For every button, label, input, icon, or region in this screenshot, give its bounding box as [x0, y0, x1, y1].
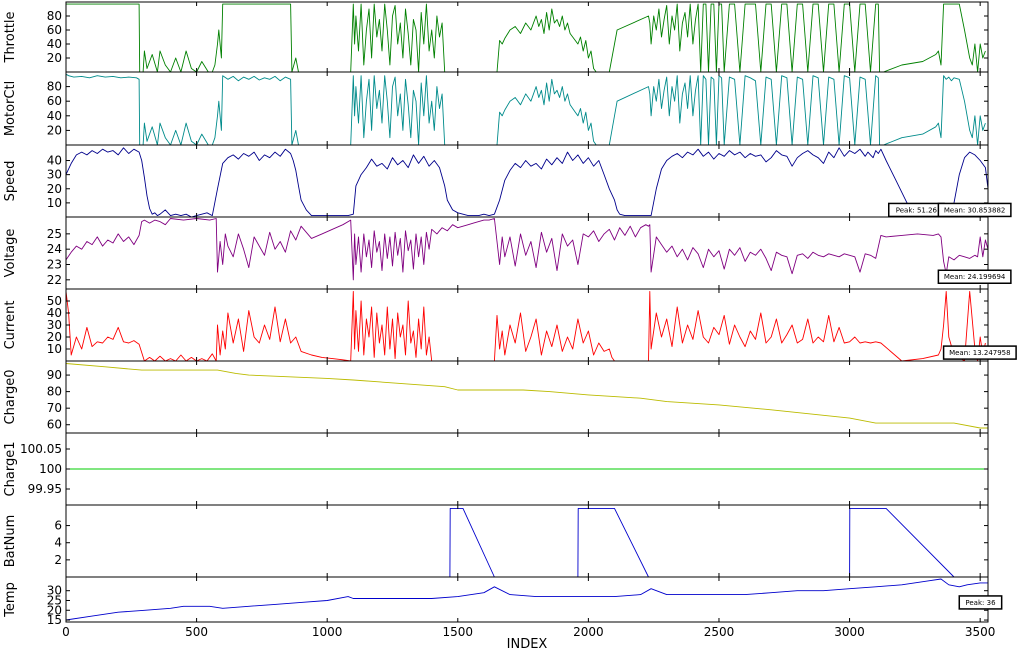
y-axis-label-throttle: Throttle	[3, 12, 18, 64]
y-tick-label-current: 30	[47, 318, 62, 332]
series-line-voltage	[65, 218, 989, 281]
x-tick-label: 3000	[834, 625, 865, 639]
y-axis-label-motorctl: MotorCtl	[3, 81, 18, 136]
annotation-label-speed: Mean: 30.853882	[944, 206, 1006, 214]
y-tick-label-voltage: 25	[47, 227, 62, 241]
series-line-temp	[65, 578, 988, 621]
y-tick-label-motorctl: 20	[47, 123, 62, 137]
y-tick-label-charge0: 60	[47, 418, 62, 432]
y-axis-label-speed: Speed	[3, 161, 18, 202]
panel-frame-temp	[65, 576, 989, 623]
y-tick-label-motorctl: 40	[47, 109, 62, 123]
y-tick-label-motorctl: 80	[47, 80, 62, 94]
y-tick-label-temp: 15	[47, 613, 62, 627]
series-line-throttle	[66, 3, 986, 73]
y-tick-label-current: 20	[47, 330, 62, 344]
x-tick-label: 1000	[312, 625, 343, 639]
y-tick-label-throttle: 40	[47, 37, 62, 51]
y-tick-label-charge0: 80	[47, 385, 62, 399]
y-tick-label-speed: 10	[47, 196, 62, 210]
x-axis-label: INDEX	[507, 637, 548, 652]
y-tick-label-batnum: 2	[54, 553, 62, 567]
y-tick-label-batnum: 6	[54, 519, 62, 533]
y-tick-label-speed: 30	[47, 168, 62, 182]
annotation-label-voltage: Mean: 24.199694	[944, 273, 1006, 281]
y-tick-label-charge0: 90	[47, 368, 62, 382]
y-tick-label-voltage: 24	[47, 242, 62, 256]
x-tick-label: 1500	[443, 625, 474, 639]
panel-frame-throttle	[65, 1, 989, 73]
annotation-box-voltage	[937, 269, 1012, 284]
y-tick-label-temp: 30	[47, 584, 62, 598]
y-axis-label-temp: Temp	[3, 582, 18, 618]
y-tick-label-throttle: 20	[47, 51, 62, 65]
y-tick-label-throttle: 80	[47, 9, 62, 23]
y-tick-label-speed: 20	[47, 182, 62, 196]
x-tick-label: 500	[185, 625, 208, 639]
annotation-box-current	[942, 345, 1017, 360]
y-tick-label-voltage: 23	[47, 257, 62, 271]
panel-frame-speed	[65, 144, 989, 218]
series-line-batnum	[66, 507, 988, 578]
series-line-motorctl	[65, 73, 986, 146]
annotation-label-speed: Peak: 51.26	[896, 206, 938, 214]
y-axis-label-charge0: Charge0	[3, 370, 18, 425]
annotation-label-temp: Peak: 36	[965, 599, 996, 607]
y-axis-label-batnum: BatNum	[3, 515, 18, 568]
y-tick-label-current: 10	[47, 342, 62, 356]
series-line-current	[65, 290, 986, 362]
x-tick-label: 2000	[573, 625, 604, 639]
y-tick-label-charge1: 100	[39, 462, 62, 476]
y-tick-label-charge1: 99.95	[28, 482, 62, 496]
x-tick-label: 2500	[704, 625, 735, 639]
y-axis-label-current: Current	[3, 301, 18, 350]
y-tick-label-temp: 20	[47, 603, 62, 617]
x-tick-label: 3500	[965, 625, 996, 639]
series-line-charge0	[65, 363, 988, 429]
y-tick-label-temp: 25	[47, 593, 62, 607]
panel-frame-current	[65, 288, 989, 362]
annotation-label-current: Mean: 13.247958	[949, 349, 1011, 357]
y-axis-label-charge1: Charge1	[3, 442, 18, 497]
y-tick-label-throttle: 60	[47, 23, 62, 37]
y-tick-label-current: 50	[47, 294, 62, 308]
y-tick-label-charge0: 70	[47, 401, 62, 415]
annotation-box-speed	[937, 202, 1012, 218]
annotation-box-temp	[958, 595, 1003, 610]
y-tick-label-current: 40	[47, 306, 62, 320]
panel-charge0: 60 70 80 90 Charge0	[3, 360, 989, 434]
y-tick-label-voltage: 22	[47, 273, 62, 287]
x-tick-label: 0	[62, 625, 70, 639]
y-tick-label-batnum: 4	[54, 536, 62, 550]
y-tick-label-speed: 40	[47, 154, 62, 168]
y-tick-label-motorctl: 60	[47, 94, 62, 108]
series-line-speed	[65, 147, 989, 218]
panel-batnum: 2 4 6 BatNum	[3, 504, 989, 578]
y-axis-label-voltage: Voltage	[3, 229, 18, 278]
y-tick-label-charge1: 100.05	[20, 442, 62, 456]
panel-frame-charge0	[65, 360, 989, 434]
